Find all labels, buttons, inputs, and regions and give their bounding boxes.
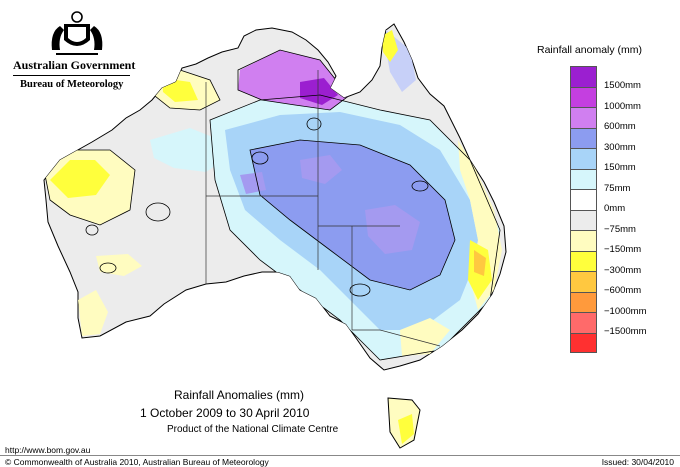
map-product-note: Product of the National Climate Centre <box>167 424 339 435</box>
zone-dry-southwest <box>78 290 108 336</box>
legend-label: 1500mm <box>604 80 641 91</box>
zone-wet-wa <box>150 128 224 172</box>
legend-swatch <box>570 168 597 189</box>
copyright-text: © Commonwealth of Australia 2010, Austra… <box>5 457 269 467</box>
government-logo <box>10 8 135 96</box>
legend-swatch <box>570 271 597 292</box>
legend-swatch <box>570 312 597 333</box>
government-title: Australian Government <box>13 58 136 72</box>
border-vic <box>352 329 441 347</box>
zone-1000-patch-2 <box>300 155 342 184</box>
legend-swatch <box>570 66 597 87</box>
map-period: 1 October 2009 to 30 April 2010 <box>140 406 310 420</box>
legend-swatch <box>570 189 597 210</box>
legend-label: 150mm <box>604 162 636 173</box>
zone-dry-victoria <box>400 318 450 356</box>
map-title: Rainfall Anomalies (mm) <box>174 388 305 402</box>
zone-drier-pilbara <box>50 160 110 198</box>
legend-label: −600mm <box>604 285 642 296</box>
agency-title: Bureau of Meteorology <box>20 79 124 90</box>
legend-swatch <box>570 332 597 353</box>
legend-swatch <box>570 148 597 169</box>
zone-dry-eastcoast-3 <box>474 250 486 276</box>
legend-swatch <box>570 291 597 312</box>
legend-swatch <box>570 86 597 107</box>
legend-swatch <box>570 230 597 251</box>
zone-1000-patch-1 <box>365 205 420 254</box>
legend-swatch <box>570 127 597 148</box>
legend-label: 75mm <box>604 182 631 194</box>
legend-label: −1000mm <box>604 305 647 317</box>
bom-website-link[interactable]: http://www.bom.gov.au <box>5 445 91 455</box>
legend-label: 300mm <box>604 141 636 153</box>
legend-title: Rainfall anomaly (mm) <box>537 44 643 56</box>
zone-600-central <box>250 140 455 290</box>
zone-1500-topend <box>300 78 338 105</box>
legend-colorbar <box>570 66 597 353</box>
legend-label: 0mm <box>604 203 626 214</box>
legend-labels: 1500mm 1000mm 600mm 300mm 150mm 75mm 0mm −75mm −… <box>604 76 647 343</box>
legend-swatch <box>570 250 597 271</box>
legend-swatch <box>570 107 597 128</box>
legend-label: −75mm <box>604 223 636 235</box>
zone-dry-capeyork <box>382 30 398 62</box>
header-divider <box>13 75 130 76</box>
legend-label: −1500mm <box>604 326 647 337</box>
footer-divider <box>0 455 680 456</box>
legend-label: −150mm <box>604 244 642 255</box>
legend-label: 600mm <box>604 121 636 132</box>
legend-swatch <box>570 209 597 230</box>
legend-label: −300mm <box>604 264 642 276</box>
legend-label: 1000mm <box>604 100 641 112</box>
zone-dry-south-wa <box>96 254 142 276</box>
issued-date: Issued: 30/04/2010 <box>601 457 674 467</box>
tasmania-dry <box>398 414 414 444</box>
coat-of-arms-icon <box>51 11 103 55</box>
zone-dry-eastcoast <box>458 140 502 310</box>
zone-1000-patch-3 <box>240 172 266 194</box>
